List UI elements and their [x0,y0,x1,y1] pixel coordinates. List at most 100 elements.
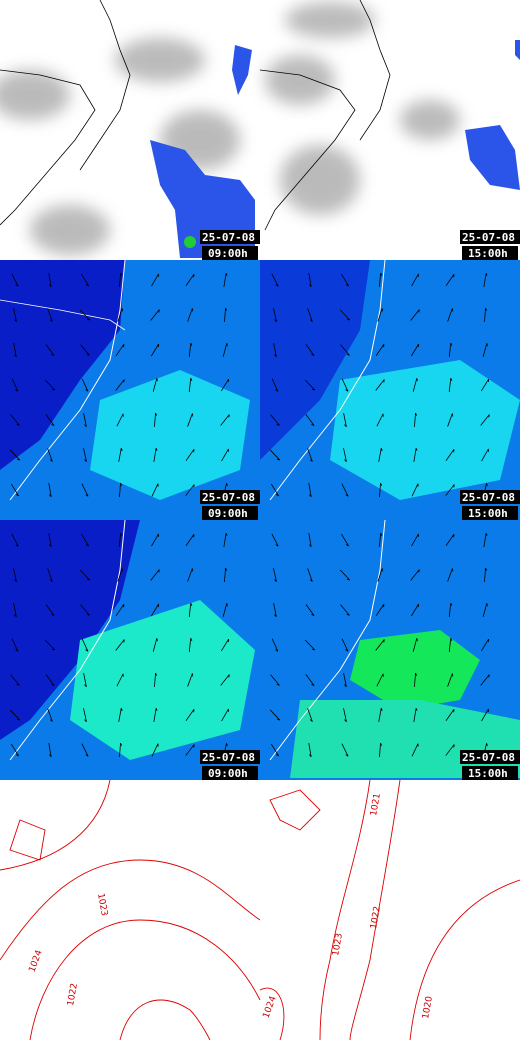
wind-arrow [80,344,90,356]
wind-arrow [448,637,453,653]
stamp-time: 09:00h [208,507,248,520]
wind-arrow [118,447,123,462]
wind-arrow [273,568,277,583]
wind-arrow [45,604,55,617]
stamp-box [462,506,518,520]
wind-arrow [185,744,195,756]
wind-arrow [445,744,455,756]
wind-arrow [10,743,20,757]
wind-arrow [341,533,349,547]
wind-arrow [151,743,159,757]
wind-arrow [150,309,160,321]
wind-arrow [220,414,230,426]
wind-arrow [308,743,312,758]
wind-arrow [411,533,419,547]
wind-arrow [188,377,193,393]
stamp-box [202,506,258,520]
wind-arrow [375,379,385,391]
wind-arrow [447,413,454,427]
wind-arrow [151,483,159,497]
wind-arrow [13,603,17,618]
wind-arrow [483,532,488,547]
wind-arrow [221,378,230,392]
wind-arrow [378,447,383,462]
wind-arrow [270,483,280,497]
stamp-date: 25-07-08 [462,751,515,764]
wind-arrow [447,308,454,322]
wind-arrow [115,639,125,651]
wind-arrow [480,674,490,686]
wind-arrow [81,378,89,392]
wind-arrow [221,448,229,462]
wind-arrow [271,378,279,392]
stamp-box [200,750,260,764]
wind-arrow [187,673,194,687]
wind-arrow [377,568,384,582]
wind-arrow [447,568,454,582]
wind-arrow [188,342,193,358]
wind-arrow [270,674,280,686]
stamp-date: 25-07-08 [202,231,255,244]
wind-arrow [187,308,194,322]
wind-arrow [81,483,89,497]
wind-arrow [341,743,349,757]
wind-arrow [188,602,193,618]
wind-arrow [376,413,384,427]
wind-arrow [11,273,19,287]
stamp-time: 09:00h [208,767,248,780]
wind-arrow [414,412,418,428]
wind-arrow [379,742,383,758]
wind-arrow [305,414,315,426]
wind-arrow [224,307,228,323]
wind-arrow [411,483,419,497]
stamp-box [460,750,520,764]
wind-arrow [412,378,418,392]
wind-arrow [271,638,279,652]
wind-arrow [269,449,281,461]
wind-arrow [151,343,160,357]
wind-arrow [119,482,123,498]
wind-arrow [341,378,349,392]
wind-panels [0,259,520,780]
wind-arrow [482,343,488,357]
wind-arrow [47,308,53,322]
wind-arrow [481,708,489,722]
wind-arrow [151,603,160,617]
stamp-time: 09:00h [208,247,248,260]
wind-arrow [375,639,385,651]
wind-arrow [304,639,316,651]
wind-arrow [9,709,21,721]
wind-arrow [151,273,159,287]
stamp-box [202,766,258,780]
wind-arrow [307,708,313,722]
wind-arrow [271,273,279,287]
wind-arrow [13,308,17,323]
wind-arrow [481,378,490,392]
wind-arrow [308,533,312,548]
wind-arrow [340,604,350,616]
stamp-box [202,246,258,260]
wind-arrow [48,273,52,288]
stamp-date: 25-07-08 [462,231,515,244]
wind-arrow [375,603,385,617]
wind-arrow [115,379,125,391]
isobar-label: 1023 [95,893,109,917]
wind-arrow [117,308,124,322]
wind-arrow [44,379,56,391]
wind-arrow [481,638,490,652]
wind-arrow [304,379,316,391]
wind-arrow [80,604,90,616]
stamp-date: 25-07-08 [202,751,255,764]
wind-arrow [271,533,279,547]
isobar-panels [0,779,520,1040]
wind-arrow [273,603,277,618]
wind-arrow [185,484,195,496]
stamp-box [460,490,520,504]
wind-arrow [117,568,124,582]
wind-arrow [269,709,281,721]
wind-arrow [377,308,384,322]
wind-arrow [116,673,124,687]
wind-arrow [115,343,125,357]
